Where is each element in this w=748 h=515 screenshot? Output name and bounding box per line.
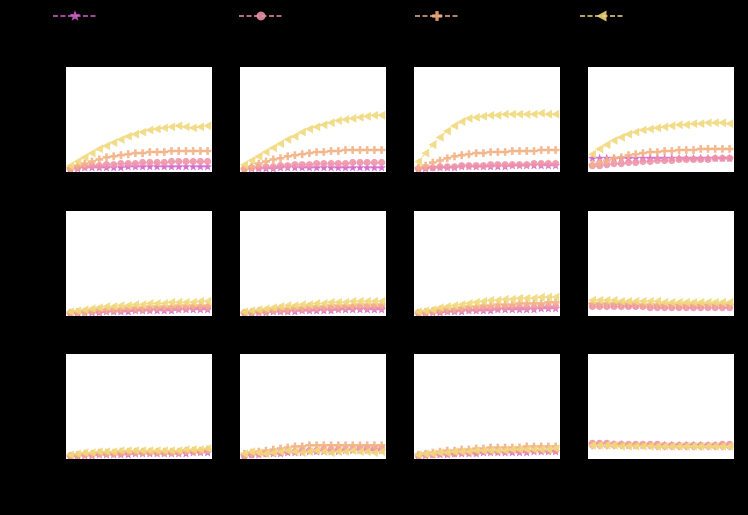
- chart-canvas: [66, 444, 212, 459]
- chart-canvas: [414, 442, 560, 459]
- chart-canvas: [414, 108, 560, 172]
- legend-entry-series3: [413, 6, 461, 26]
- chart-canvas: [588, 295, 734, 312]
- star-marker-icon: [53, 10, 97, 21]
- subplot-r3c1: [66, 354, 212, 459]
- subplot-r1c2: [240, 67, 386, 172]
- chart-canvas: [66, 296, 212, 316]
- legend-entry-series1: [51, 6, 99, 26]
- legend-entry-series2: [237, 6, 285, 26]
- subplot-r2c3: [414, 211, 560, 316]
- chart-canvas: [414, 292, 560, 316]
- chart-legend: [0, 0, 748, 32]
- chart-canvas: [240, 296, 386, 316]
- subplot-r1c1: [66, 67, 212, 172]
- circle-marker-icon: [239, 11, 283, 21]
- subplot-r2c1: [66, 211, 212, 316]
- subplot-r3c3: [414, 354, 560, 459]
- subplot-r1c4: [588, 67, 734, 172]
- legend-entry-series4: [578, 6, 626, 26]
- subplot-r3c2: [240, 354, 386, 459]
- chart-canvas: [240, 441, 386, 459]
- chart-canvas: [588, 439, 734, 451]
- plus-marker-icon: [415, 11, 459, 21]
- triangle-left-marker-icon: [580, 10, 624, 22]
- chart-canvas: [66, 121, 212, 172]
- chart-canvas: [240, 110, 386, 172]
- subplot-r3c4: [588, 354, 734, 459]
- subplot-r2c2: [240, 211, 386, 316]
- subplot-r2c4: [588, 211, 734, 316]
- chart-canvas: [588, 118, 734, 170]
- subplot-r1c3: [414, 67, 560, 172]
